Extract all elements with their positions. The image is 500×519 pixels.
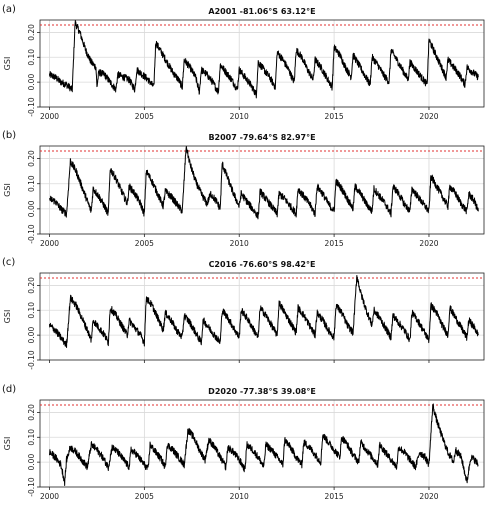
y-tick-label: -0.10 bbox=[27, 350, 36, 370]
y-tick-label: 0.20 bbox=[27, 150, 36, 167]
y-tick-label: -0.10 bbox=[27, 477, 36, 497]
series-line bbox=[48, 20, 479, 99]
y-tick-label: 0.00 bbox=[27, 200, 36, 217]
panel-4: (d) D2020 -77.38°S 39.08°E -0.10 0.00 0.10 0.… bbox=[2, 384, 485, 501]
x-tick-label: 2020 bbox=[419, 492, 438, 501]
panel-3: (c) C2016 -76.60°S 98.42°E -0.10 0.00 0.10 0.… bbox=[2, 257, 485, 370]
panel-2: (b) B2007 -79.64°S 82.97°E -0.10 0.00 0.10 0.… bbox=[2, 130, 485, 248]
plot-frame bbox=[39, 272, 485, 361]
panel-label: (b) bbox=[2, 130, 16, 141]
x-tick-label: 2015 bbox=[325, 112, 344, 121]
y-tick-label: 0.00 bbox=[27, 454, 36, 471]
x-tick-label: 2000 bbox=[40, 239, 59, 248]
panel-1: (a) A2001 -81.06°S 63.12°E -0.10 0.00 0.10 0.… bbox=[2, 4, 485, 121]
panel-label: (d) bbox=[2, 384, 16, 395]
plot-frame bbox=[39, 145, 485, 235]
y-tick-label: 0.10 bbox=[27, 49, 36, 66]
x-tick-label: 2015 bbox=[325, 239, 344, 248]
y-axis-title: GSI bbox=[3, 57, 12, 71]
y-axis-title: GSI bbox=[3, 183, 12, 197]
plot-frame bbox=[39, 399, 485, 488]
y-axis-title: GSI bbox=[3, 437, 12, 451]
y-tick-label: -0.10 bbox=[27, 224, 36, 244]
y-tick-label: 0.00 bbox=[27, 327, 36, 344]
x-tick-label: 2000 bbox=[40, 492, 59, 501]
x-tick-label: 2010 bbox=[230, 492, 249, 501]
x-tick-label: 2005 bbox=[135, 112, 154, 121]
panel-label: (c) bbox=[2, 257, 15, 268]
y-tick-label: 0.10 bbox=[27, 175, 36, 192]
x-tick-label: 2015 bbox=[325, 492, 344, 501]
series-line bbox=[48, 403, 479, 486]
x-tick-label: 2010 bbox=[230, 112, 249, 121]
panel-title: D2020 -77.38°S 39.08°E bbox=[208, 387, 316, 396]
panel-title: A2001 -81.06°S 63.12°E bbox=[208, 7, 315, 16]
series-line bbox=[49, 146, 479, 220]
y-tick-label: 0.10 bbox=[27, 429, 36, 446]
panel-title: B2007 -79.64°S 82.97°E bbox=[208, 133, 315, 142]
x-tick-label: 2010 bbox=[230, 239, 249, 248]
x-tick-label: 2000 bbox=[40, 112, 59, 121]
y-tick-label: 0.10 bbox=[27, 302, 36, 319]
y-axis-title: GSI bbox=[3, 310, 12, 324]
x-tick-label: 2005 bbox=[135, 239, 154, 248]
x-tick-label: 2005 bbox=[135, 492, 154, 501]
panel-label: (a) bbox=[2, 4, 16, 15]
y-tick-label: 0.00 bbox=[27, 74, 36, 91]
y-tick-label: 0.20 bbox=[27, 277, 36, 294]
y-tick-label: 0.20 bbox=[27, 24, 36, 41]
panel-title: C2016 -76.60°S 98.42°E bbox=[209, 260, 316, 269]
x-tick-label: 2020 bbox=[419, 112, 438, 121]
y-tick-label: 0.20 bbox=[27, 404, 36, 421]
series-line bbox=[48, 274, 479, 348]
y-tick-label: -0.10 bbox=[27, 97, 36, 117]
x-tick-label: 2020 bbox=[419, 239, 438, 248]
plot-frame bbox=[39, 19, 485, 108]
